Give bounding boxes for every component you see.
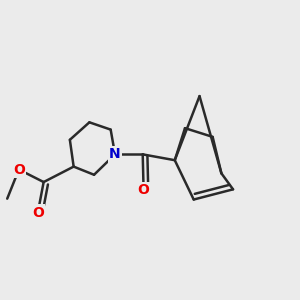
Text: O: O bbox=[32, 206, 44, 220]
Text: O: O bbox=[13, 163, 25, 176]
Text: N: N bbox=[109, 147, 121, 161]
Text: O: O bbox=[138, 183, 149, 197]
